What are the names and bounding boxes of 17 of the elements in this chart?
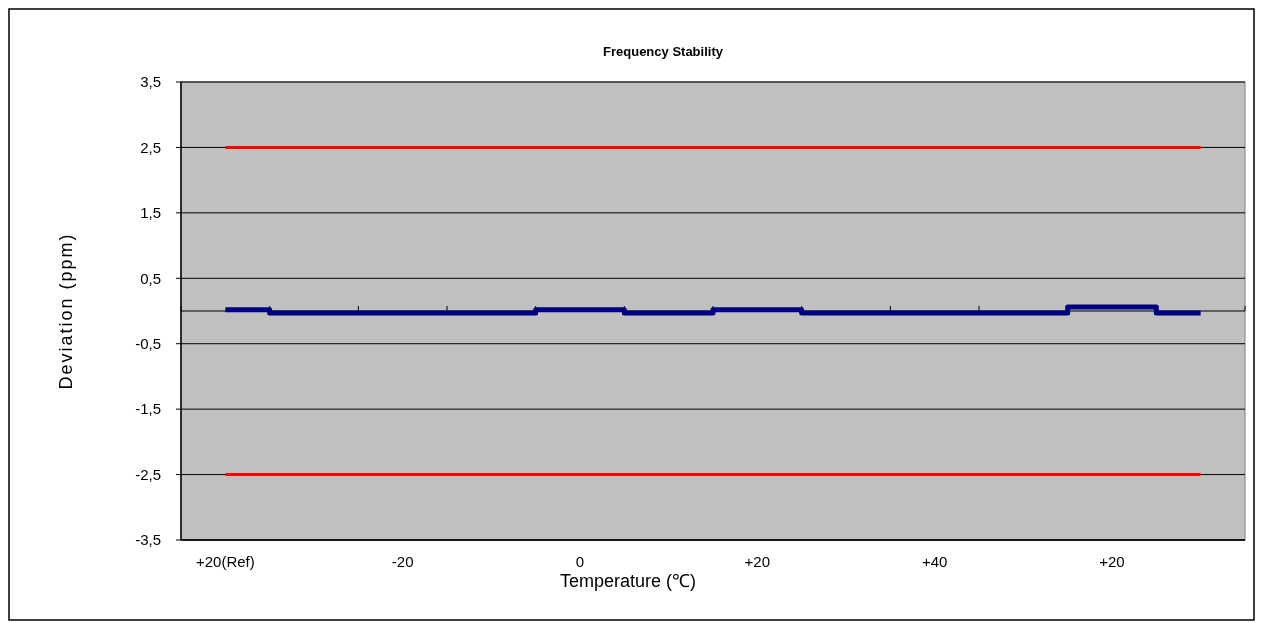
y-tick-label: -3,5 bbox=[135, 531, 161, 549]
y-tick-label: -2,5 bbox=[135, 465, 161, 483]
x-tick-label: +40 bbox=[921, 553, 948, 570]
x-tick-label: +20(Ref) bbox=[195, 553, 255, 570]
y-tick-label: 2,5 bbox=[140, 138, 161, 156]
x-axis-title: Temperature (℃) bbox=[559, 571, 697, 591]
chart-title: Frequency Stability bbox=[603, 44, 724, 59]
y-tick-label: 0,5 bbox=[140, 269, 161, 287]
y-axis-title: Deviation (ppm) bbox=[56, 232, 76, 390]
x-tick-label: 0 bbox=[575, 553, 585, 570]
x-tick-label: +20 bbox=[744, 553, 771, 570]
y-tick-label: -0,5 bbox=[135, 334, 161, 352]
y-tick-label: -1,5 bbox=[135, 400, 161, 418]
y-tick-label: 3,5 bbox=[140, 73, 161, 91]
x-tick-label: -20 bbox=[391, 553, 414, 570]
y-tick-label: 1,5 bbox=[140, 204, 161, 222]
x-tick-label: +20 bbox=[1099, 553, 1125, 570]
